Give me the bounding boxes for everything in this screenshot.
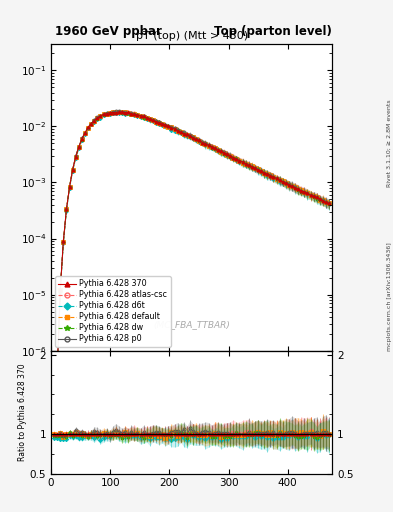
Text: Top (parton level): Top (parton level)	[214, 26, 332, 38]
Text: 1960 GeV ppbar: 1960 GeV ppbar	[55, 26, 162, 38]
Legend: Pythia 6.428 370, Pythia 6.428 atlas-csc, Pythia 6.428 d6t, Pythia 6.428 default: Pythia 6.428 370, Pythia 6.428 atlas-csc…	[55, 276, 171, 347]
Text: mcplots.cern.ch [arXiv:1306.3436]: mcplots.cern.ch [arXiv:1306.3436]	[387, 243, 392, 351]
Text: Rivet 3.1.10; ≥ 2.8M events: Rivet 3.1.10; ≥ 2.8M events	[387, 99, 392, 187]
Title: pT (top) (Mtt > 450): pT (top) (Mtt > 450)	[136, 31, 248, 41]
Text: (MC_FBA_TTBAR): (MC_FBA_TTBAR)	[153, 320, 230, 329]
Y-axis label: Ratio to Pythia 6.428 370: Ratio to Pythia 6.428 370	[18, 364, 27, 461]
